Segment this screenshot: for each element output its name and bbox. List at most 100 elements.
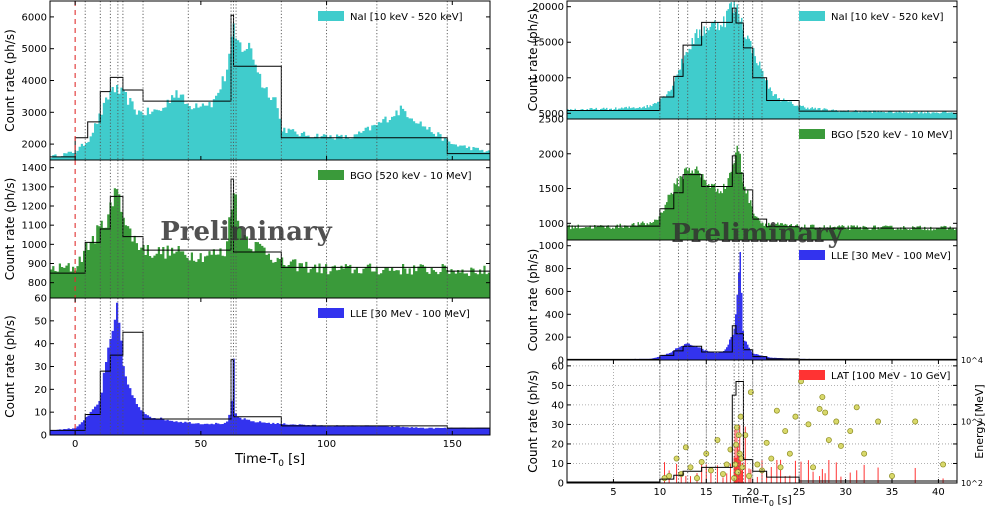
legend-label: LLE [30 MeV - 100 MeV] — [831, 251, 951, 262]
y-tick-label: 800 — [545, 264, 564, 275]
bayesian-blocks — [567, 155, 957, 229]
lat-photon-event — [786, 450, 793, 457]
y-tick-label: 0 — [558, 356, 564, 367]
plot-area — [567, 240, 957, 360]
y-tick-label: 40 — [551, 400, 564, 411]
lat-photon-event — [782, 428, 789, 434]
lat-photon-event — [837, 443, 844, 449]
y-tick-label: 20 — [551, 439, 564, 450]
y-tick-label: 200 — [545, 333, 564, 344]
x-tick-label: 20 — [746, 487, 759, 498]
y-axis-label: Count rate (ph/s) — [3, 29, 17, 132]
y-tick-label: 1100 — [22, 221, 47, 232]
energy-axis-tick: 10^4 — [961, 356, 983, 365]
x-tick-label: 15 — [700, 487, 713, 498]
x-tick-label: 50 — [194, 439, 207, 450]
x-tick-label: 5 — [610, 487, 616, 498]
y-tick-label: 2000 — [539, 149, 564, 160]
energy-axis-label: Energy [MeV] — [973, 384, 986, 458]
lat-photon-event — [754, 461, 761, 468]
x-tick-label: 30 — [839, 487, 852, 498]
histogram-bars — [50, 23, 490, 160]
histogram-bars — [50, 302, 490, 435]
legend: LLE [30 MeV - 100 MeV] — [318, 308, 470, 320]
lat-photon-event — [777, 464, 784, 471]
lat-photon-event — [742, 432, 749, 439]
y-tick-label: 60 — [34, 294, 47, 305]
lat-photon-event — [738, 455, 745, 462]
y-tick-label: 1000 — [22, 240, 47, 251]
y-tick-label: 10 — [551, 459, 564, 470]
histogram-bars — [50, 188, 490, 298]
lat-photon-event — [889, 473, 895, 479]
lat-photon-event — [739, 464, 746, 471]
y-tick-label: 2000 — [22, 140, 47, 151]
lat-photon-event — [734, 469, 741, 476]
y-tick-label: 4000 — [22, 76, 47, 87]
lat-photon-event — [694, 475, 700, 482]
y-tick-label: 800 — [28, 278, 47, 289]
plot-area — [567, 119, 957, 240]
y-axis-label: Count rate (ph/s) — [526, 249, 540, 352]
y-tick-label: 60 — [551, 361, 564, 372]
x-tick-label: 40 — [932, 487, 945, 498]
bayesian-blocks — [567, 380, 957, 483]
legend: BGO [520 keV - 10 MeV] — [318, 170, 472, 182]
y-axis-label: Count rate (ph/s) — [526, 9, 540, 112]
lat-photon-event — [727, 446, 734, 453]
y-tick-label: 50 — [551, 381, 564, 392]
lat-photon-event — [773, 407, 780, 414]
lat-photon-event — [847, 428, 854, 434]
y-tick-label: 0 — [558, 479, 564, 490]
x-tick-label: 35 — [886, 487, 899, 498]
y-tick-label: 40 — [34, 339, 47, 350]
lat-photon-event — [861, 450, 868, 457]
y-tick-label: 50 — [34, 316, 47, 327]
y-axis-label: Count rate (ph/s) — [3, 315, 17, 418]
bayesian-blocks — [50, 14, 490, 158]
legend-label: BGO [520 keV - 10 MeV] — [350, 171, 472, 182]
y-tick-label: 30 — [551, 420, 564, 431]
lat-photon-event — [763, 439, 770, 446]
histogram-bars — [567, 145, 957, 240]
y-tick-label: 10000 — [532, 73, 564, 84]
legend: LAT [100 MeV - 10 GeV] — [799, 370, 951, 382]
lat-photon-event — [940, 461, 947, 468]
y-tick-label: 1400 — [22, 163, 47, 174]
x-tick-label: 10 — [653, 487, 666, 498]
watermark-left: Preliminary — [160, 217, 332, 247]
legend: LLE [30 MeV - 100 MeV] — [799, 250, 951, 262]
plot-area — [567, 360, 957, 483]
lat-photon-event — [714, 437, 721, 443]
x-tick-label: 150 — [443, 439, 462, 450]
panel-3: 0 10 20 30 40 50 60 0 50 100 150 Count rate (ph/s) T… — [3, 294, 491, 469]
panel-2: 800 900 1000 1100 1200 1300 1400 Count rate (ph… — [3, 159, 491, 299]
legend-swatch — [799, 250, 825, 260]
y-tick-label: 6000 — [22, 12, 47, 23]
lat-photon-event — [732, 461, 739, 468]
bayesian-blocks — [567, 325, 957, 360]
lat-photon-event — [875, 418, 882, 425]
legend: BGO [520 keV - 10 MeV] — [799, 129, 953, 141]
y-tick-label: 20 — [34, 385, 47, 396]
legend-swatch — [318, 170, 344, 180]
legend: NaI [10 keV - 520 keV] — [318, 11, 463, 23]
y-tick-label: 1200 — [22, 202, 47, 213]
legend-label: LAT [100 MeV - 10 GeV] — [831, 371, 951, 382]
x-axis-label: Time-T0 [s] — [234, 452, 305, 469]
y-tick-label: 15000 — [532, 38, 564, 49]
y-tick-label: 600 — [545, 287, 564, 298]
y-tick-label: 2500 — [539, 115, 564, 126]
y-tick-label: 900 — [28, 259, 47, 270]
legend-label: LLE [30 MeV - 100 MeV] — [350, 309, 470, 320]
y-tick-label: 20000 — [532, 2, 564, 13]
watermark-right: Preliminary — [671, 219, 843, 249]
lat-photon-event — [912, 418, 919, 425]
lat-photon-event — [822, 409, 829, 416]
lat-photon-event — [825, 437, 832, 443]
lat-photon-event — [746, 473, 752, 479]
energy-axis-tick: 10^3 — [961, 418, 983, 427]
lat-photon-event — [687, 464, 694, 471]
lat-photon-event — [682, 444, 689, 451]
y-tick-label: 3000 — [22, 108, 47, 119]
